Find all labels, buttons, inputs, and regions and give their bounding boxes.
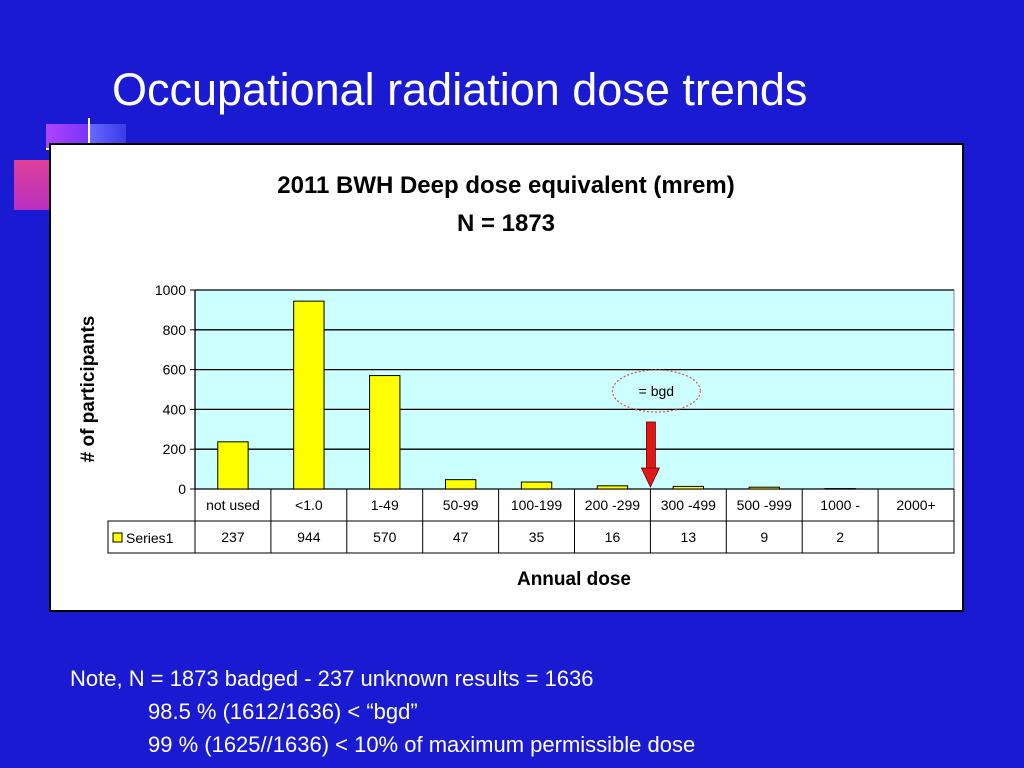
y-tick-label: 0 [178,481,186,497]
data-table-value: 2 [836,529,844,545]
decorative-line-vertical [88,118,90,148]
bar-chart: 2011 BWH Deep dose equivalent (mrem) N = … [78,172,955,590]
notes-block: Note, N = 1873 badged - 237 unknown resu… [70,662,695,761]
bar [444,479,477,490]
x-category-label: 100-199 [511,497,563,513]
x-axis-label: Annual dose [517,569,631,590]
bgd-arrow-shaft [646,421,656,470]
y-axis-label: # of participants [78,316,99,463]
data-table-value: 13 [681,529,697,545]
x-category-label: 500 -999 [737,497,792,513]
legend-swatch [112,532,123,543]
bar [748,486,780,490]
y-tick-label: 1000 [155,282,186,298]
bgd-callout-ring [611,369,702,413]
bar [824,488,856,490]
y-tick-label: 600 [163,362,187,378]
x-category-label: not used [206,497,260,513]
data-table-value: 570 [373,529,397,545]
note-line-3: 99 % (1625//1636) < 10% of maximum permi… [148,732,696,757]
bar [217,441,249,490]
x-category-label: 300 -499 [661,497,716,513]
x-category-label: 50-99 [443,497,479,513]
decorative-block-pink [14,160,50,210]
bgd-arrow-head [640,467,661,488]
data-table-value: 47 [453,529,469,545]
legend-series-name: Series1 [126,530,174,546]
slide-title: Occupational radiation dose trends [112,64,808,115]
note-line-1: Note, N = 1873 badged - 237 unknown resu… [70,666,594,691]
y-tick-label: 800 [163,322,187,338]
bar [369,375,401,490]
x-category-label: 200 -299 [585,497,640,513]
data-table-value: 35 [529,529,545,545]
chart-title: 2011 BWH Deep dose equivalent (mrem) [277,172,734,199]
x-category-label: <1.0 [295,497,323,513]
bgd-callout-text: = bgd [639,383,674,399]
bar [596,485,629,490]
x-category-label: 1-49 [371,497,399,513]
data-table-value: 237 [221,529,245,545]
bar [672,485,705,490]
chart-panel: 2011 BWH Deep dose equivalent (mrem) N = … [49,143,964,612]
note-line-2: 98.5 % (1612/1636) < “bgd” [148,699,418,724]
x-category-label: 1000 - [820,497,860,513]
x-category-label: 2000+ [896,497,935,513]
data-table-value: 16 [605,529,621,545]
y-tick-label: 400 [163,401,187,417]
y-tick-label: 200 [163,441,187,457]
bar [520,481,553,490]
chart-subtitle: N = 1873 [457,210,555,237]
bar [293,300,325,490]
data-table-value: 944 [297,529,321,545]
data-table-value: 9 [760,529,768,545]
